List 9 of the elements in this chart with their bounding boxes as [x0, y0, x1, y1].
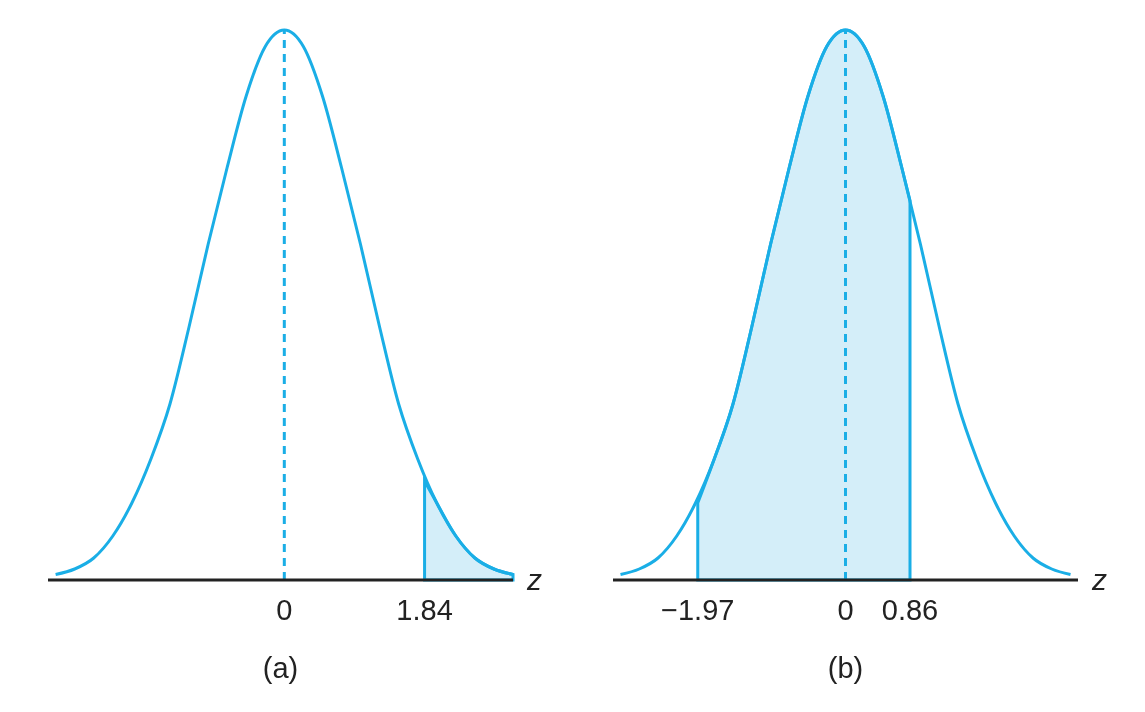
x-tick-label: 0.86	[881, 594, 939, 626]
x-tick-label: −1.97	[661, 594, 735, 626]
x-tick-label: 1.84	[396, 594, 453, 626]
text: (b)	[827, 652, 864, 684]
x-tick-label: 0	[837, 594, 854, 626]
x-tick-label: 0	[276, 594, 293, 626]
x-axis-title: z	[1091, 563, 1107, 596]
x-axis-title: z	[526, 563, 542, 596]
text: (a)	[262, 652, 299, 684]
